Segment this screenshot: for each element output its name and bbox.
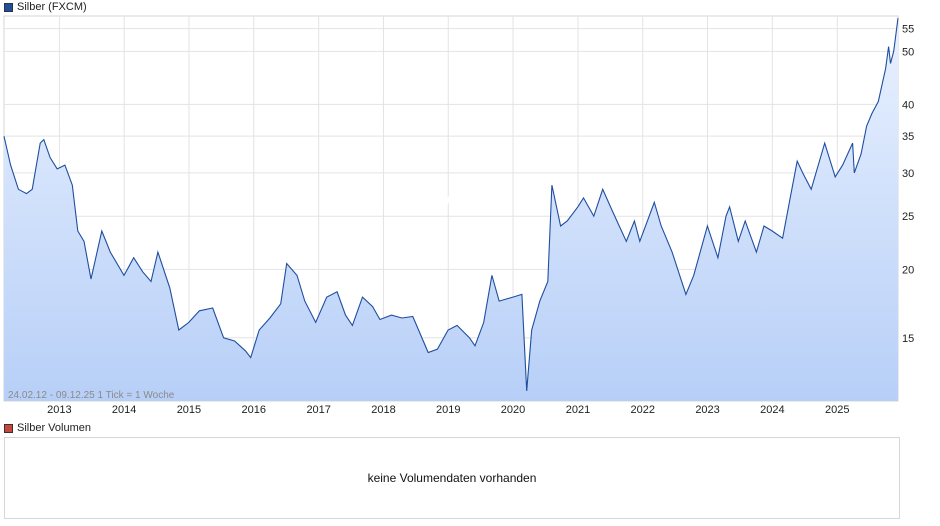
y-tick-label: 50 — [902, 46, 914, 58]
x-tick-label: 2015 — [177, 404, 201, 416]
y-tick-label: 30 — [902, 168, 914, 180]
x-tick-label: 2013 — [47, 404, 71, 416]
price-legend: Silber (FXCM) — [4, 1, 87, 14]
x-tick-label: 2025 — [825, 404, 849, 416]
x-tick-label: 2024 — [760, 404, 784, 416]
x-tick-label: 2017 — [306, 404, 330, 416]
price-line — [3, 18, 899, 391]
x-tick-label: 2014 — [112, 404, 136, 416]
price-legend-swatch — [4, 3, 13, 12]
x-tick-label: 2021 — [566, 404, 590, 416]
x-tick-label: 2018 — [371, 404, 395, 416]
volume-panel: keine Volumendaten vorhanden — [4, 437, 900, 519]
y-tick-label: 20 — [902, 264, 914, 276]
price-area — [4, 18, 898, 401]
x-axis: 2013 2014 2015 2016 2017 2018 2019 2020 2021 2022… — [47, 404, 849, 416]
y-tick-label: 15 — [902, 333, 914, 345]
x-tick-label: 2022 — [631, 404, 655, 416]
price-legend-label: Silber (FXCM) — [17, 1, 87, 13]
y-axis: 15 20 25 30 35 40 50 55 — [902, 24, 914, 345]
y-tick-label: 25 — [902, 211, 914, 223]
y-tick-label: 55 — [902, 24, 914, 36]
x-tick-label: 2020 — [501, 404, 525, 416]
y-tick-label: 40 — [902, 99, 914, 111]
x-tick-label: 2023 — [695, 404, 719, 416]
y-tick-label: 35 — [902, 131, 914, 143]
watermark: ARIVA.DE — [393, 191, 508, 218]
volume-legend-swatch — [4, 424, 13, 433]
volume-legend-label: Silber Volumen — [17, 422, 91, 434]
volume-legend: Silber Volumen — [4, 422, 91, 435]
x-tick-label: 2016 — [241, 404, 265, 416]
volume-empty-message: keine Volumendaten vorhanden — [367, 471, 537, 485]
x-tick-label: 2019 — [436, 404, 460, 416]
range-info: 24.02.12 - 09.12.25 1 Tick = 1 Woche — [8, 390, 175, 401]
